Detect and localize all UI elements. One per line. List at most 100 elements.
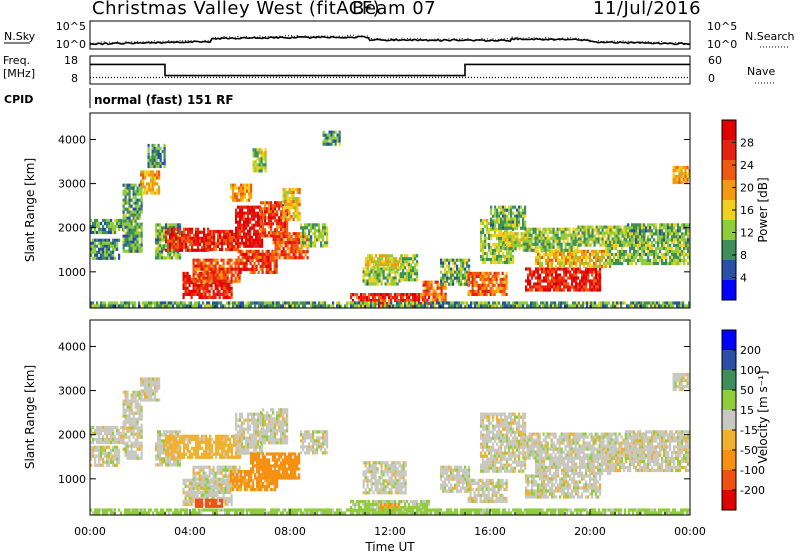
range-cell [581, 276, 584, 280]
range-cell [268, 207, 271, 211]
range-cell [390, 299, 393, 303]
range-cell [525, 288, 528, 292]
range-cell [593, 288, 596, 292]
range-cell [104, 247, 107, 251]
range-cell [193, 236, 196, 240]
range-cell [204, 258, 207, 262]
range-cell [402, 263, 405, 267]
range-cell [269, 270, 272, 274]
range-cell [206, 258, 209, 262]
range-cell [386, 302, 389, 306]
range-cell [483, 271, 486, 275]
range-cell [310, 241, 313, 245]
range-cell [677, 261, 680, 266]
range-cell [675, 232, 678, 236]
range-cell [94, 250, 97, 254]
range-cell [257, 238, 260, 242]
range-cell [402, 299, 405, 303]
range-cell [426, 301, 429, 305]
range-cell [155, 238, 158, 242]
range-cell [508, 205, 511, 209]
range-cell [160, 304, 163, 308]
range-cell [390, 304, 393, 308]
range-cell [270, 222, 273, 226]
range-cell [170, 301, 173, 305]
range-cell [232, 279, 235, 283]
range-cell [296, 241, 299, 245]
range-cell [593, 267, 596, 271]
range-cell [579, 267, 582, 271]
range-cell [617, 252, 620, 257]
range-cell [540, 230, 543, 234]
range-cell [253, 252, 256, 256]
range-cell [440, 298, 443, 302]
range-cell [196, 304, 199, 308]
range-cell [621, 261, 624, 266]
range-cell [566, 248, 569, 252]
range-cell [208, 295, 211, 299]
range-cell [535, 282, 538, 286]
range-cell [175, 223, 178, 227]
range-cell [230, 301, 233, 305]
range-cell [545, 267, 548, 271]
range-cell [542, 245, 545, 249]
range-cell [324, 232, 327, 236]
range-cell [167, 223, 170, 227]
range-cell [498, 233, 501, 238]
range-cell [300, 223, 303, 227]
range-cell [203, 248, 206, 252]
range-cell [595, 249, 598, 253]
range-cell [623, 240, 626, 245]
range-cell [573, 255, 576, 259]
range-cell [270, 301, 273, 305]
range-cell [647, 229, 650, 233]
range-cell [140, 234, 143, 238]
range-cell [253, 241, 256, 245]
range-cell [483, 289, 486, 293]
range-cell [212, 279, 215, 283]
range-cell [322, 244, 325, 248]
range-cell [228, 283, 231, 287]
range-cell [490, 220, 493, 224]
range-cell [290, 247, 293, 251]
range-cell [510, 233, 513, 238]
range-cell [150, 182, 153, 186]
range-cell [189, 230, 192, 234]
range-cell [130, 243, 133, 247]
range-cell [227, 229, 230, 234]
range-cell [122, 234, 125, 238]
range-cell [505, 271, 508, 275]
range-cell [314, 241, 317, 245]
range-cell [255, 252, 258, 256]
range-cell [569, 285, 572, 289]
range-cell [673, 252, 676, 257]
range-cell [643, 243, 646, 247]
range-cell [189, 233, 192, 237]
range-cell [374, 299, 377, 303]
range-cell [469, 274, 472, 278]
range-cell [240, 304, 243, 308]
range-cell [274, 228, 277, 232]
range-cell [194, 292, 197, 296]
range-cell [498, 236, 501, 241]
range-cell [487, 274, 490, 278]
range-cell [188, 304, 191, 308]
range-cell [155, 223, 158, 227]
range-cell [182, 283, 185, 287]
range-cell [494, 257, 497, 262]
range-cell [518, 217, 521, 221]
range-cell [256, 301, 259, 305]
range-cell [236, 273, 239, 277]
range-cell [448, 276, 451, 280]
range-cell [183, 236, 186, 240]
range-cell [288, 218, 291, 222]
range-cell [257, 229, 260, 233]
range-cell [490, 226, 493, 230]
range-cell [647, 240, 650, 245]
range-cell [155, 235, 158, 239]
range-cell [171, 236, 174, 240]
range-cell [142, 179, 145, 183]
range-cell [406, 296, 409, 300]
range-cell [132, 192, 135, 196]
range-cell [500, 230, 503, 235]
